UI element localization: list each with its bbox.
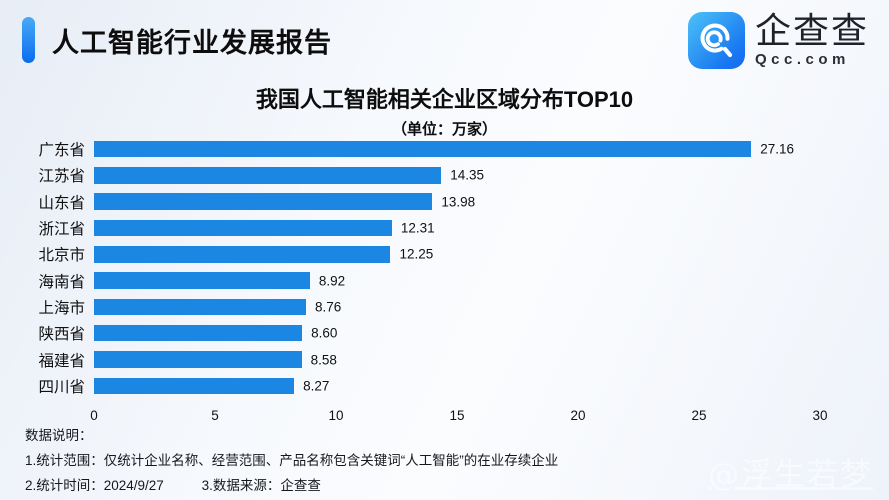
chart-header: 我国人工智能相关企业区域分布TOP10 （单位：万家）: [0, 82, 889, 139]
bar: [94, 351, 302, 368]
bar: [94, 272, 310, 289]
bar: [94, 246, 391, 263]
qcc-logo-domain: Qcc.com: [754, 51, 850, 68]
value-label: 8.92: [318, 273, 346, 289]
category-label: 陕西省: [38, 326, 85, 344]
bar-track: 8.58: [94, 351, 820, 368]
bar-chart: 广东省 27.16 江苏省 14.35 山东省 13.98 浙江省 12.31 北京市 12.25…: [25, 136, 865, 425]
category-label: 海南省: [38, 273, 85, 291]
bar-track: 8.76: [94, 298, 820, 316]
category-label: 上海市: [38, 299, 85, 317]
bar-track: 8.92: [94, 272, 820, 289]
bar-row: 浙江省 12.31: [25, 215, 865, 241]
notes-line-2: 2.统计时间：2024/9/27 3.数据来源：企查查: [25, 473, 558, 498]
qcc-logo-text: 企查查 Qcc.com: [754, 10, 869, 69]
bar-row: 海南省 8.92: [25, 267, 865, 293]
category-label: 广东省: [38, 142, 85, 160]
bar: [94, 219, 392, 237]
data-notes: 数据说明： 1.统计范围：仅统计企业名称、经营范围、产品名称包含关键词“人工智能…: [25, 424, 558, 498]
qcc-logo: 企查查 Qcc.com: [687, 10, 869, 69]
value-label: 14.35: [450, 167, 485, 183]
category-label: 江苏省: [38, 168, 85, 186]
category-label: 山东省: [38, 194, 85, 212]
chart-title: 我国人工智能相关企业区域分布TOP10: [255, 87, 634, 112]
value-label: 12.31: [400, 220, 435, 236]
bar-track: 8.60: [94, 324, 820, 342]
bar-track: 14.35: [94, 167, 820, 184]
value-label: 8.27: [303, 378, 330, 394]
bar-row: 山东省 13.98: [25, 189, 865, 215]
value-label: 27.16: [760, 141, 795, 157]
bar-row: 四川省 8.27: [25, 373, 865, 399]
bar-track: 12.31: [94, 219, 820, 237]
header: 人工智能行业发展报告 企查查 Qcc.com: [0, 0, 889, 80]
bar-row: 上海市 8.76: [25, 294, 865, 320]
value-label: 13.98: [441, 194, 476, 210]
bar: [94, 140, 752, 158]
qcc-magnifier-glyph: [700, 23, 733, 58]
category-label: 浙江省: [38, 221, 85, 239]
x-axis-tick: 10: [328, 407, 344, 423]
x-axis: 0 5 10 15 20 25 30: [90, 399, 827, 425]
bar-track: 8.27: [94, 377, 820, 395]
accent-bar: [22, 17, 35, 63]
x-axis-tick: 15: [449, 407, 465, 423]
value-label: 8.76: [314, 299, 342, 315]
bar-rows: 广东省 27.16 江苏省 14.35 山东省 13.98 浙江省 12.31 北京市 12.25…: [25, 136, 865, 399]
bar-row: 广东省 27.16: [25, 136, 865, 162]
bar-row: 陕西省 8.60: [25, 320, 865, 346]
watermark: @浮生若梦: [708, 457, 873, 493]
notes-data-source: 3.数据来源：企查查: [201, 478, 321, 493]
x-axis-tick: 30: [812, 407, 828, 423]
notes-heading: 数据说明：: [25, 428, 93, 443]
bar: [94, 167, 442, 184]
bar: [94, 324, 303, 342]
chart-subtitle: （单位：万家）: [391, 121, 497, 138]
notes-stat-time: 2.统计时间：2024/9/27: [25, 478, 164, 493]
bar: [94, 377, 295, 395]
bar-row: 江苏省 14.35: [25, 162, 865, 188]
value-label: 8.58: [310, 352, 337, 368]
bar: [94, 298, 306, 316]
category-label: 北京市: [38, 247, 85, 265]
category-label: 福建省: [38, 352, 85, 370]
notes-line-1: 1.统计范围：仅统计企业名称、经营范围、产品名称包含关键词“人工智能”的在业存续…: [25, 453, 559, 468]
value-label: 12.25: [399, 246, 434, 262]
x-axis-tick: 5: [211, 407, 219, 423]
value-label: 8.60: [311, 325, 338, 341]
bar-track: 12.25: [94, 246, 820, 263]
bar-track: 13.98: [94, 193, 820, 210]
category-label: 四川省: [38, 378, 85, 396]
x-axis-tick: 20: [570, 407, 586, 423]
qcc-logo-name: 企查查: [754, 10, 869, 51]
x-axis-tick: 25: [691, 407, 707, 423]
bar-track: 27.16: [94, 140, 820, 158]
bar: [94, 193, 433, 210]
header-title-group: 人工智能行业发展报告: [22, 17, 332, 63]
bar-row: 福建省 8.58: [25, 346, 865, 372]
qcc-magnifier-icon: [687, 11, 745, 69]
x-axis-tick: 0: [90, 407, 98, 423]
bar-row: 北京市 12.25: [25, 241, 865, 267]
report-title: 人工智能行业发展报告: [52, 27, 332, 58]
